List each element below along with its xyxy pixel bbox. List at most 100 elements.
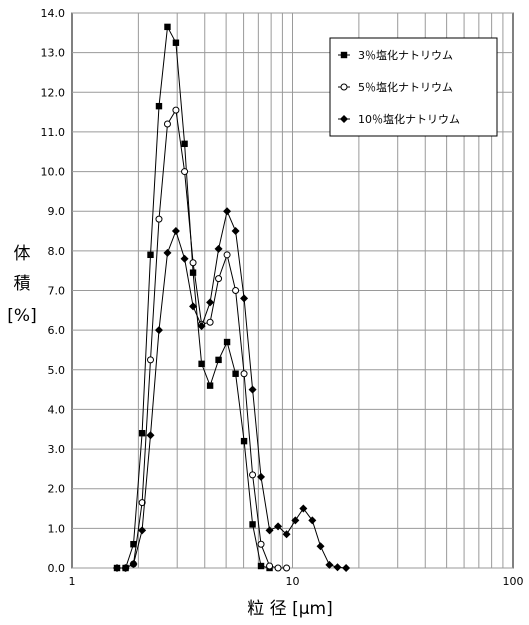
y-tick-label: 5.0 (48, 364, 66, 377)
data-point-circle (249, 471, 257, 479)
x-axis-ticks: 1 10 100 (69, 575, 524, 588)
data-point-square (340, 51, 348, 59)
data-point-circle (266, 562, 274, 570)
data-point-circle (206, 318, 214, 326)
data-point-square (206, 382, 214, 389)
legend-label: 5％塩化ナトリウム (358, 80, 453, 94)
data-point-square (189, 269, 197, 276)
data-point-diamond (308, 516, 317, 525)
data-point-diamond (257, 472, 266, 481)
y-axis-label-line: 体 (14, 244, 31, 264)
data-point-diamond (325, 560, 334, 569)
data-point-circle (172, 106, 180, 114)
data-point-square (155, 102, 163, 110)
data-point-square (249, 521, 256, 528)
data-point-diamond (138, 526, 147, 535)
series-line (125, 108, 287, 569)
y-axis-label-line: [%] (7, 306, 36, 326)
x-tick-label: 1 (69, 575, 76, 588)
data-point-square (181, 140, 188, 148)
data-point-square (147, 251, 154, 259)
legend: 3％塩化ナトリウム 5％塩化ナトリウム 10％塩化ナトリウム (329, 37, 498, 137)
data-point-square (257, 562, 265, 570)
y-tick-label: 6.0 (48, 324, 66, 337)
legend-item: 3％塩化ナトリウム (338, 48, 453, 62)
legend-item: 5％塩化ナトリウム (338, 80, 453, 94)
data-point-diamond (163, 248, 172, 257)
data-point-circle (232, 287, 240, 294)
data-point-diamond (248, 385, 257, 394)
series-line (117, 209, 347, 569)
data-point-diamond (240, 294, 249, 303)
y-axis-label: 体積 [%] (7, 244, 36, 326)
data-point-circle (138, 499, 146, 507)
data-point-diamond (206, 298, 215, 307)
y-tick-label: 4.0 (48, 403, 66, 416)
data-point-diamond (197, 322, 206, 331)
data-point-diamond (223, 207, 232, 216)
data-point-diamond (333, 563, 342, 572)
x-tick-label: 10 (286, 575, 300, 588)
y-tick-label: 9.0 (48, 205, 66, 218)
data-point-square (215, 356, 222, 364)
data-point-square (223, 338, 231, 346)
data-point-circle (240, 370, 248, 378)
data-point-circle (155, 215, 163, 223)
data-point-square (232, 370, 239, 377)
data-point-circle (283, 564, 291, 572)
data-point-diamond (299, 504, 308, 513)
legend-box (329, 37, 498, 137)
data-point-square (198, 360, 205, 368)
data-point-diamond (180, 254, 189, 263)
y-tick-label: 8.0 (48, 245, 66, 258)
data-point-diamond (265, 526, 274, 535)
series-group (113, 23, 351, 572)
data-point-diamond (274, 522, 283, 531)
data-point-diamond (113, 564, 122, 572)
y-tick-label: 0.0 (48, 562, 66, 575)
data-point-diamond (282, 530, 291, 539)
data-point-diamond (316, 542, 325, 551)
data-point-diamond (340, 115, 348, 123)
data-point-circle (223, 251, 231, 259)
y-axis-label-line: 積 (14, 274, 31, 294)
legend-label: 10％塩化ナトリウム (358, 112, 460, 126)
y-tick-label: 13.0 (41, 47, 66, 60)
y-axis-ticks: 0.0 1.0 2.0 3.0 4.0 5.0 6.0 7.0 8.0 9.0 10.0 11.0 12… (41, 7, 66, 575)
data-point-square (164, 23, 171, 31)
data-point-diamond (146, 431, 155, 440)
data-point-diamond (154, 326, 163, 335)
data-point-square (240, 437, 248, 445)
y-tick-label: 7.0 (48, 285, 66, 298)
x-tick-label: 100 (503, 575, 524, 588)
data-point-diamond (214, 244, 223, 253)
series-3 (113, 207, 351, 572)
data-point-diamond (291, 516, 300, 525)
data-point-circle (215, 275, 223, 283)
y-tick-label: 1.0 (48, 522, 66, 535)
y-tick-label: 2.0 (48, 483, 66, 496)
data-point-circle (181, 168, 189, 176)
data-point-square (138, 430, 146, 437)
y-tick-label: 10.0 (41, 166, 66, 179)
y-tick-label: 3.0 (48, 443, 66, 456)
data-point-diamond (342, 564, 351, 572)
data-point-circle (340, 83, 348, 91)
data-point-diamond (129, 560, 138, 569)
data-point-square (130, 541, 137, 548)
data-point-diamond (171, 227, 180, 236)
y-tick-label: 14.0 (41, 7, 66, 20)
data-point-circle (189, 259, 197, 267)
y-tick-label: 12.0 (41, 86, 66, 99)
y-tick-label: 11.0 (41, 126, 66, 139)
data-point-square (172, 39, 180, 46)
data-point-circle (257, 540, 265, 548)
data-point-diamond (231, 227, 240, 236)
data-point-diamond (189, 302, 198, 311)
legend-label: 3％塩化ナトリウム (358, 48, 453, 62)
x-axis-label: 粒 径 [μm] (247, 599, 332, 619)
data-point-diamond (121, 564, 130, 572)
data-point-circle (147, 356, 155, 364)
legend-item: 10％塩化ナトリウム (338, 112, 460, 126)
